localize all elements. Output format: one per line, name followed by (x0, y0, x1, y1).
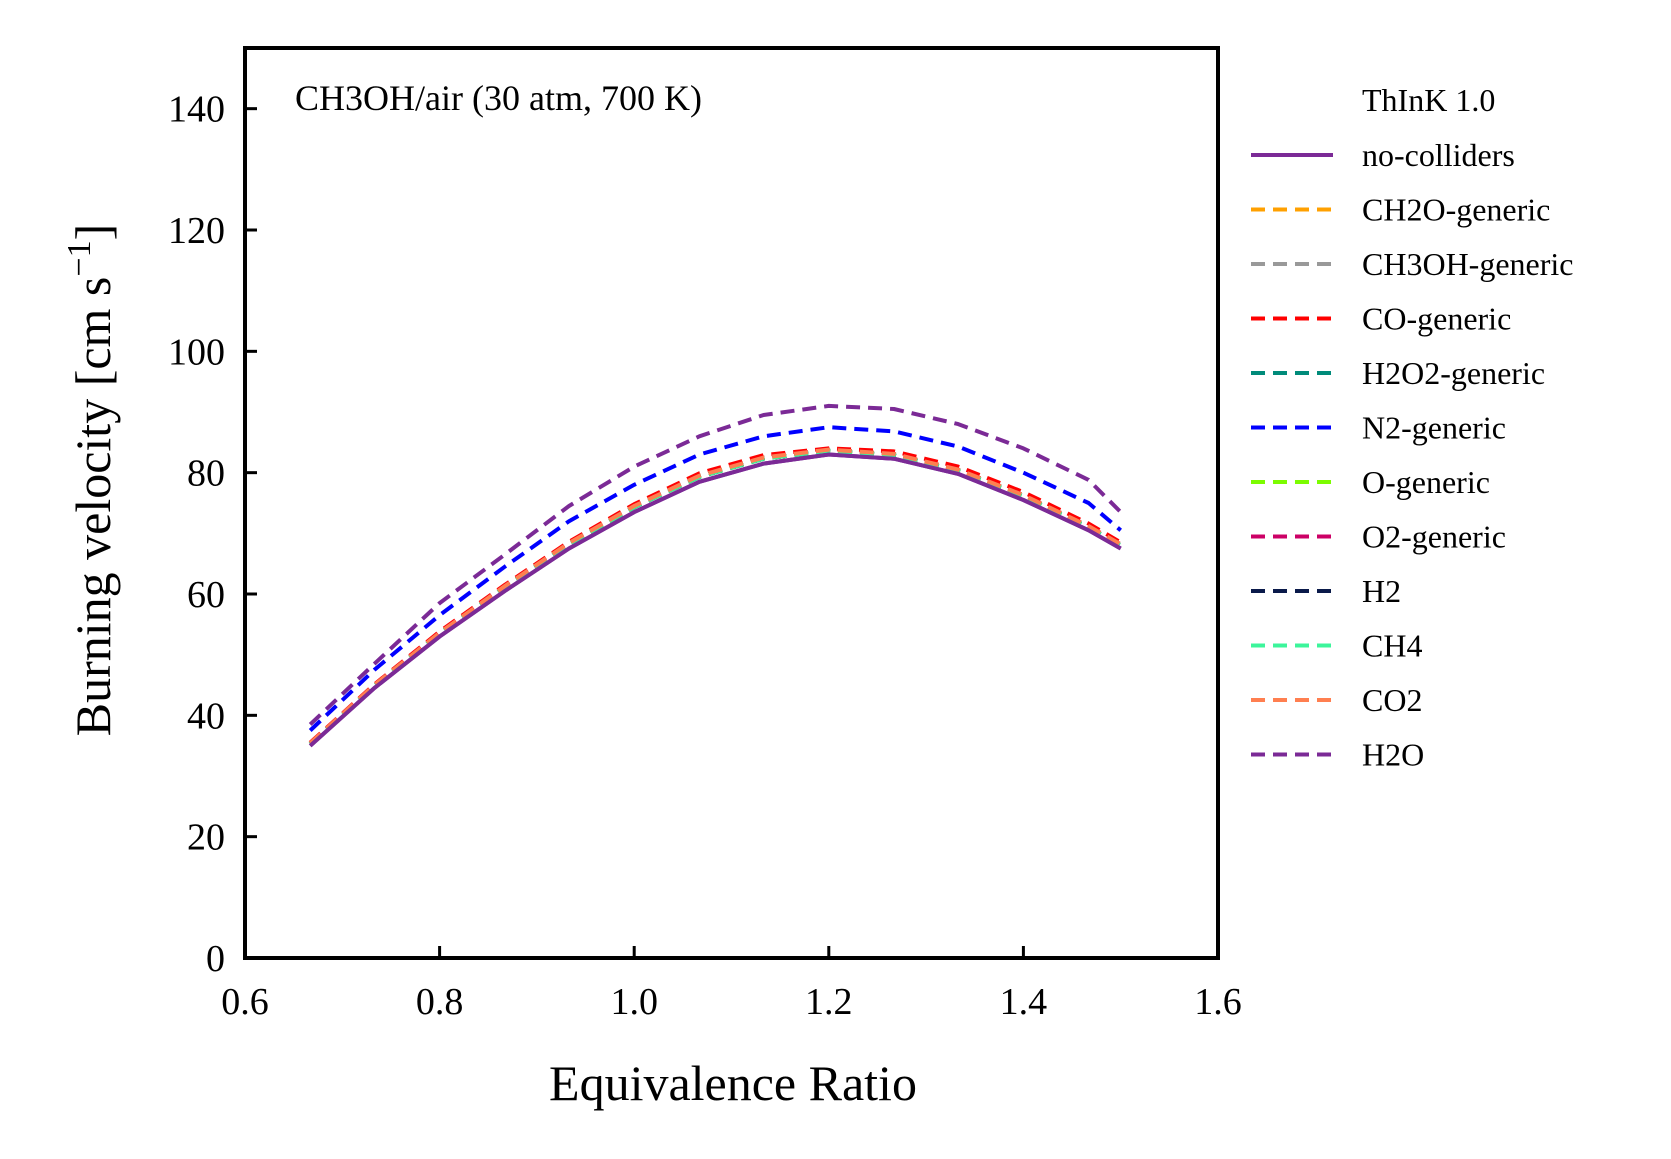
x-tick-label-1.6: 1.6 (1194, 981, 1242, 1023)
y-tick-label-60: 60 (187, 574, 225, 616)
y-tick-label-100: 100 (168, 331, 225, 373)
series-line-N2-generic (308, 425, 1122, 732)
y-tick-label-20: 20 (187, 817, 225, 859)
series-line-no-colliders (308, 452, 1122, 748)
series-line-H2O (308, 403, 1123, 726)
x-axis-label: Equivalence Ratio (549, 1055, 917, 1111)
legend-label-CH4: CH4 (1362, 628, 1422, 664)
series-line-H2 (308, 448, 1122, 746)
y-axis-label-main: Burning velocity [cm s (65, 277, 121, 737)
series-line-H2O2-generic (308, 448, 1122, 746)
x-tick-label-1.2: 1.2 (805, 981, 853, 1023)
series-line-no-colliders-top (308, 452, 1122, 748)
series-line-O2-generic (308, 447, 1122, 745)
legend-label-H2O2-generic: H2O2-generic (1362, 355, 1545, 391)
x-tick-label-0.6: 0.6 (221, 981, 269, 1023)
legend-label-CO-generic: CO-generic (1362, 301, 1511, 337)
series-line-CH4 (308, 448, 1122, 746)
y-tick-label-80: 80 (187, 453, 225, 495)
series-line-O-generic (308, 448, 1122, 746)
legend-label-CH2O-generic: CH2O-generic (1362, 192, 1550, 228)
y-tick-label-120: 120 (168, 210, 225, 252)
legend-label-CH3OH-generic: CH3OH-generic (1362, 246, 1573, 282)
ticks-layer: 0.6 0.8 1.0 1.2 1.4 1.6 0 20 40 60 80 100 120 140 (168, 89, 1242, 1023)
legend-label-H2: H2 (1362, 573, 1401, 609)
y-tick-label-0: 0 (206, 938, 225, 980)
y-axis-label-close: ] (65, 224, 121, 241)
y-tick-label-140: 140 (168, 89, 225, 131)
legend: ThInK 1.0 no-colliders CH2O-generic CH3OH-… (1251, 82, 1573, 773)
x-tick-label-1.0: 1.0 (610, 981, 658, 1023)
x-tick-label-0.8: 0.8 (416, 981, 464, 1023)
y-axis-label: Burning velocity [cm s−1] (61, 224, 121, 737)
y-tick-label-40: 40 (187, 695, 225, 737)
legend-label-H2O: H2O (1362, 737, 1424, 773)
chart-annotation: CH3OH/air (30 atm, 700 K) (295, 78, 702, 118)
y-axis-label-sup: −1 (61, 240, 98, 276)
series-line-CH2O-generic (308, 447, 1122, 745)
legend-label-O2-generic: O2-generic (1362, 519, 1506, 555)
series-line-CO-generic (308, 446, 1122, 745)
legend-label-O-generic: O-generic (1362, 464, 1490, 500)
series-line-CH3OH-generic (308, 447, 1122, 745)
legend-label-no-colliders: no-colliders (1362, 137, 1515, 173)
legend-title: ThInK 1.0 (1362, 82, 1495, 118)
legend-label-N2-generic: N2-generic (1362, 410, 1506, 446)
series-layer (308, 403, 1123, 748)
series-line-CO2 (308, 447, 1122, 745)
plot-frame (243, 46, 1220, 960)
x-tick-label-1.4: 1.4 (1000, 981, 1048, 1023)
legend-label-CO2: CO2 (1362, 682, 1422, 718)
